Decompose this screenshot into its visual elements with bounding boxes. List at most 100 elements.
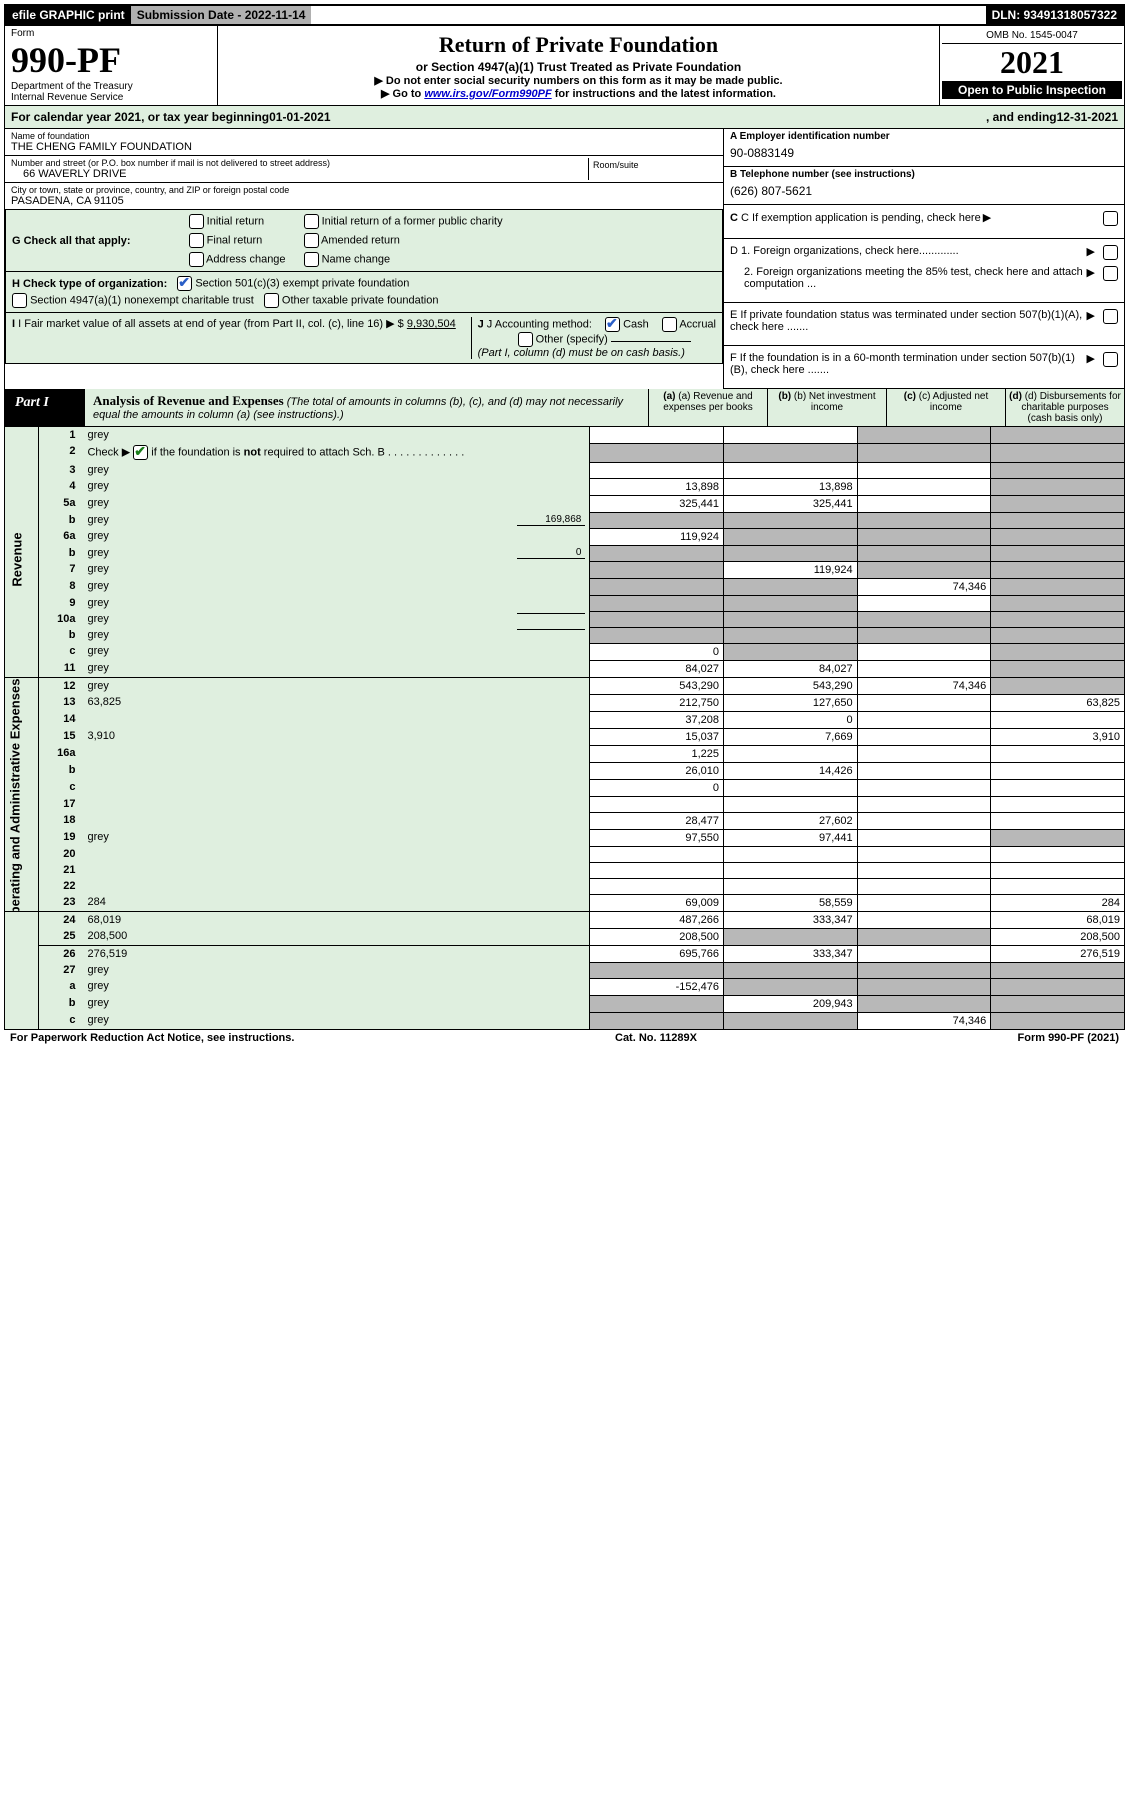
foundation-name-label: Name of foundation [11, 131, 717, 141]
header-note1: ▶ Do not enter social security numbers o… [222, 74, 935, 87]
col-a-header: (a) (a) Revenue and expenses per books [649, 389, 768, 426]
form-link[interactable]: www.irs.gov/Form990PF [424, 88, 551, 100]
line-number: b [39, 995, 84, 1012]
initial-public-checkbox[interactable] [304, 214, 319, 229]
amount-cell: 84,027 [724, 660, 858, 677]
header-note2: ▶ Go to www.irs.gov/Form990PF for instru… [222, 87, 935, 100]
501c3-checkbox[interactable] [177, 276, 192, 291]
line-description: Check ▶ if the foundation is not require… [83, 443, 589, 462]
table-row: 25208,500208,500208,500 [5, 928, 1125, 945]
line-description: 208,500 [83, 928, 589, 945]
amount-cell [857, 728, 991, 745]
form-header: Form 990-PF Department of the Treasury I… [4, 26, 1125, 106]
amount-cell [724, 1012, 858, 1029]
line-description: grey [83, 643, 589, 660]
table-row: 153,91015,0377,6693,910 [5, 728, 1125, 745]
schB-checkbox[interactable] [133, 445, 148, 460]
amount-cell [991, 978, 1125, 995]
amount-cell [590, 846, 724, 862]
line-number: 5a [39, 495, 84, 512]
line-description: grey [83, 595, 589, 611]
line-number: b [39, 545, 84, 561]
line-number: b [39, 627, 84, 643]
amount-cell: 325,441 [724, 495, 858, 512]
amount-cell [991, 962, 1125, 978]
line-number: 20 [39, 846, 84, 862]
amount-cell [857, 462, 991, 478]
amended-return-checkbox[interactable] [304, 233, 319, 248]
line-description: grey [83, 528, 589, 545]
d1-checkbox[interactable] [1103, 245, 1118, 260]
line-description: grey169,868 [83, 512, 589, 528]
amount-cell [857, 812, 991, 829]
amount-cell [991, 427, 1125, 443]
line-description [83, 796, 589, 812]
c-checkbox[interactable] [1103, 211, 1118, 226]
other-method-checkbox[interactable] [518, 332, 533, 347]
col-b-header: (b) (b) Net investment income [768, 389, 887, 426]
amount-cell [857, 643, 991, 660]
amount-cell [590, 578, 724, 595]
f-checkbox[interactable] [1103, 352, 1118, 367]
line-description [83, 862, 589, 878]
amount-cell [724, 745, 858, 762]
amount-cell [857, 627, 991, 643]
name-change-checkbox[interactable] [304, 252, 319, 267]
page-footer: For Paperwork Reduction Act Notice, see … [4, 1030, 1125, 1046]
amount-cell [724, 928, 858, 945]
table-row: 4grey13,89813,898 [5, 478, 1125, 495]
amount-cell: 333,347 [724, 911, 858, 928]
amount-cell: 119,924 [590, 528, 724, 545]
amount-cell [857, 495, 991, 512]
amount-cell [590, 443, 724, 462]
line-number: 3 [39, 462, 84, 478]
amount-cell [991, 561, 1125, 578]
efile-label[interactable]: efile GRAPHIC print [6, 6, 131, 24]
amount-cell: 28,477 [590, 812, 724, 829]
d2-checkbox[interactable] [1103, 266, 1118, 281]
amount-cell [991, 595, 1125, 611]
amount-cell [857, 796, 991, 812]
final-return-checkbox[interactable] [189, 233, 204, 248]
line-description: grey [83, 829, 589, 846]
part1-table: Revenue1grey2Check ▶ if the foundation i… [4, 427, 1125, 1030]
amount-cell: 69,009 [590, 894, 724, 911]
amount-cell [857, 945, 991, 962]
table-row: 26276,519695,766333,347276,519 [5, 945, 1125, 962]
line-description: 68,019 [83, 911, 589, 928]
amount-cell: 7,669 [724, 728, 858, 745]
line-description: grey [83, 495, 589, 512]
table-row: b26,01014,426 [5, 762, 1125, 779]
cash-checkbox[interactable] [605, 317, 620, 332]
table-row: 27grey [5, 962, 1125, 978]
table-row: 1437,2080 [5, 711, 1125, 728]
amount-cell: 63,825 [991, 694, 1125, 711]
amount-cell [590, 545, 724, 561]
initial-return-checkbox[interactable] [189, 214, 204, 229]
form-word: Form [11, 28, 211, 39]
line-description: grey [83, 561, 589, 578]
line-number: c [39, 779, 84, 796]
omb-number: OMB No. 1545-0047 [942, 28, 1122, 44]
amount-cell [857, 878, 991, 894]
address-change-checkbox[interactable] [189, 252, 204, 267]
amount-cell [857, 595, 991, 611]
amount-cell: 0 [724, 711, 858, 728]
amount-cell: 209,943 [724, 995, 858, 1012]
amount-cell [724, 427, 858, 443]
amount-cell [724, 443, 858, 462]
other-taxable-checkbox[interactable] [264, 293, 279, 308]
line-number: 21 [39, 862, 84, 878]
line-description: 276,519 [83, 945, 589, 962]
amount-cell: 68,019 [991, 911, 1125, 928]
line-number: c [39, 643, 84, 660]
e-checkbox[interactable] [1103, 309, 1118, 324]
accrual-checkbox[interactable] [662, 317, 677, 332]
line-number: a [39, 978, 84, 995]
amount-cell [991, 528, 1125, 545]
amount-cell [857, 512, 991, 528]
amount-cell [724, 611, 858, 627]
line-description: 63,825 [83, 694, 589, 711]
4947-checkbox[interactable] [12, 293, 27, 308]
line-number: 17 [39, 796, 84, 812]
